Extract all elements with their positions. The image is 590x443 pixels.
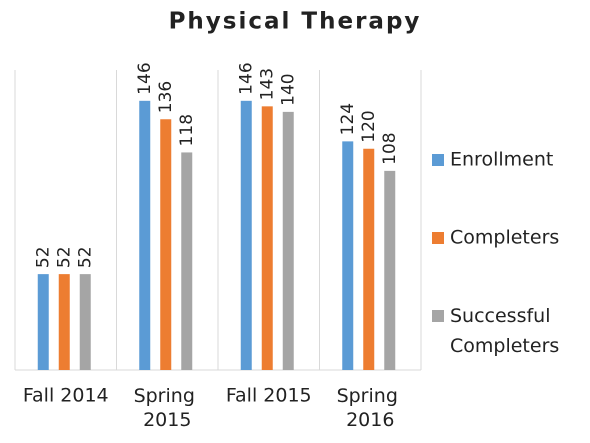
bar xyxy=(282,111,294,370)
chart-title: Physical Therapy xyxy=(169,9,422,35)
bar xyxy=(58,274,70,370)
value-label: 146 xyxy=(236,62,256,94)
value-label: 52 xyxy=(33,246,53,268)
bar xyxy=(384,170,396,370)
legend-label: Enrollment xyxy=(450,149,553,171)
legend-label: Successful Completers xyxy=(450,305,559,357)
bar xyxy=(160,119,172,370)
bar xyxy=(37,274,49,370)
value-label: 124 xyxy=(338,103,358,135)
value-label: 52 xyxy=(54,246,74,268)
value-label: 118 xyxy=(177,114,197,146)
value-label: 52 xyxy=(75,246,95,268)
value-label: 108 xyxy=(380,132,400,164)
x-tick-label: Fall 2014 xyxy=(23,385,109,407)
legend-swatch xyxy=(432,310,444,322)
x-tick-label: Spring 2016 xyxy=(337,385,404,431)
bar xyxy=(181,152,193,370)
x-tick-label: Spring 2015 xyxy=(134,385,201,431)
bar xyxy=(139,100,151,370)
legend-swatch xyxy=(432,232,444,244)
value-label: 143 xyxy=(257,68,277,100)
legend-label: Completers xyxy=(450,227,559,249)
bar xyxy=(363,148,375,370)
bar xyxy=(79,274,91,370)
legend-swatch xyxy=(432,154,444,166)
bar xyxy=(240,100,252,370)
value-label: 120 xyxy=(359,110,379,142)
bar xyxy=(342,141,354,370)
bar xyxy=(261,106,273,370)
x-tick-label: Fall 2015 xyxy=(226,385,312,407)
value-label: 140 xyxy=(278,73,298,105)
value-label: 136 xyxy=(156,81,176,113)
value-label: 146 xyxy=(135,62,155,94)
